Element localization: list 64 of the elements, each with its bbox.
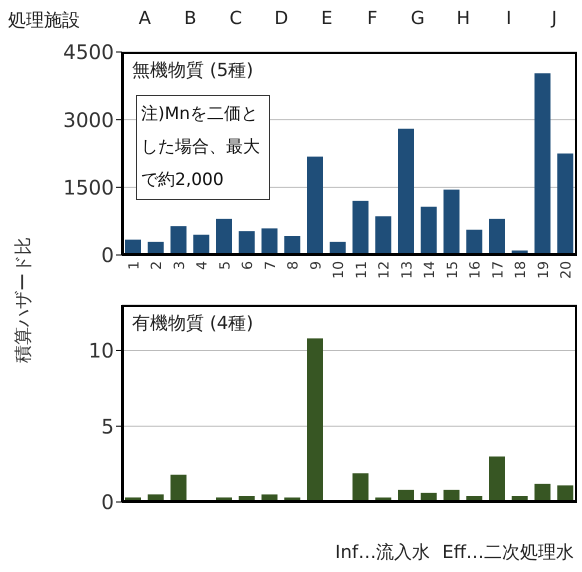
annotation: 注)Mnを二価とした場合、最大で約2,000 — [136, 95, 270, 200]
bar — [170, 226, 186, 255]
x-tick-label: 11 — [354, 261, 370, 279]
text: D — [273, 8, 290, 29]
text: G — [410, 8, 426, 29]
y-tick-label: 1500 — [63, 175, 114, 200]
text: 処理施設 — [8, 9, 80, 32]
text: E — [320, 8, 334, 29]
x-tick-label: 2 — [149, 261, 166, 270]
bar — [170, 474, 186, 502]
x-tick-label: 5 — [217, 261, 234, 270]
bar — [534, 73, 550, 255]
y-tick-label: 10 — [88, 338, 114, 363]
text: C — [228, 8, 244, 29]
text: Eff…二次処理水 — [442, 542, 574, 563]
x-tick-label: 8 — [286, 261, 302, 270]
x-tick-label: 15 — [444, 261, 461, 279]
bar — [307, 338, 323, 502]
y-tick-label: 5 — [101, 414, 114, 438]
y-tick-label: 0 — [101, 490, 114, 514]
x-tick-label: 18 — [513, 261, 530, 279]
bar — [466, 230, 482, 255]
bar — [557, 154, 574, 255]
bar — [352, 200, 368, 255]
text: F — [366, 8, 378, 29]
y-axis-title: 積算ハザード比 — [12, 237, 34, 363]
bar — [444, 190, 460, 255]
bar — [307, 156, 323, 255]
bar — [238, 231, 255, 255]
x-tick-label: 6 — [240, 260, 256, 270]
x-tick-label: 13 — [399, 261, 416, 279]
y-tick-label: 3000 — [63, 108, 114, 132]
bar — [284, 236, 300, 255]
x-tick-label: 9 — [308, 261, 324, 270]
bar — [262, 228, 278, 255]
bar — [375, 216, 392, 255]
bar — [420, 206, 437, 255]
x-tick-label: 19 — [536, 261, 552, 279]
bar — [216, 218, 232, 255]
x-tick-label: 7 — [262, 261, 279, 270]
y-tick-label: 4500 — [63, 40, 114, 64]
text: B — [183, 8, 198, 29]
text: 有機物質 (4種) — [132, 312, 254, 335]
bar — [489, 456, 505, 502]
text: J — [550, 8, 558, 29]
x-tick-label: 12 — [376, 261, 393, 279]
bar — [398, 128, 414, 255]
x-tick-label: 10 — [331, 261, 348, 279]
x-tick-label: 20 — [558, 261, 575, 279]
x-tick-label: 3 — [172, 261, 188, 270]
x-tick-label: 4 — [194, 260, 211, 270]
x-tick-label: 14 — [422, 260, 438, 279]
x-tick-label: 16 — [468, 260, 484, 279]
text: I — [505, 8, 512, 29]
y-tick-label: 0 — [101, 243, 114, 268]
bar — [489, 218, 505, 255]
text: H — [455, 8, 472, 29]
text: A — [138, 8, 152, 29]
text: Inf…流入水 — [335, 542, 430, 563]
bar — [193, 234, 210, 255]
x-tick-label: 1 — [126, 261, 142, 270]
x-tick-label: 17 — [490, 261, 506, 279]
bar — [352, 473, 368, 502]
text: 無機物質 (5種) — [132, 59, 254, 82]
